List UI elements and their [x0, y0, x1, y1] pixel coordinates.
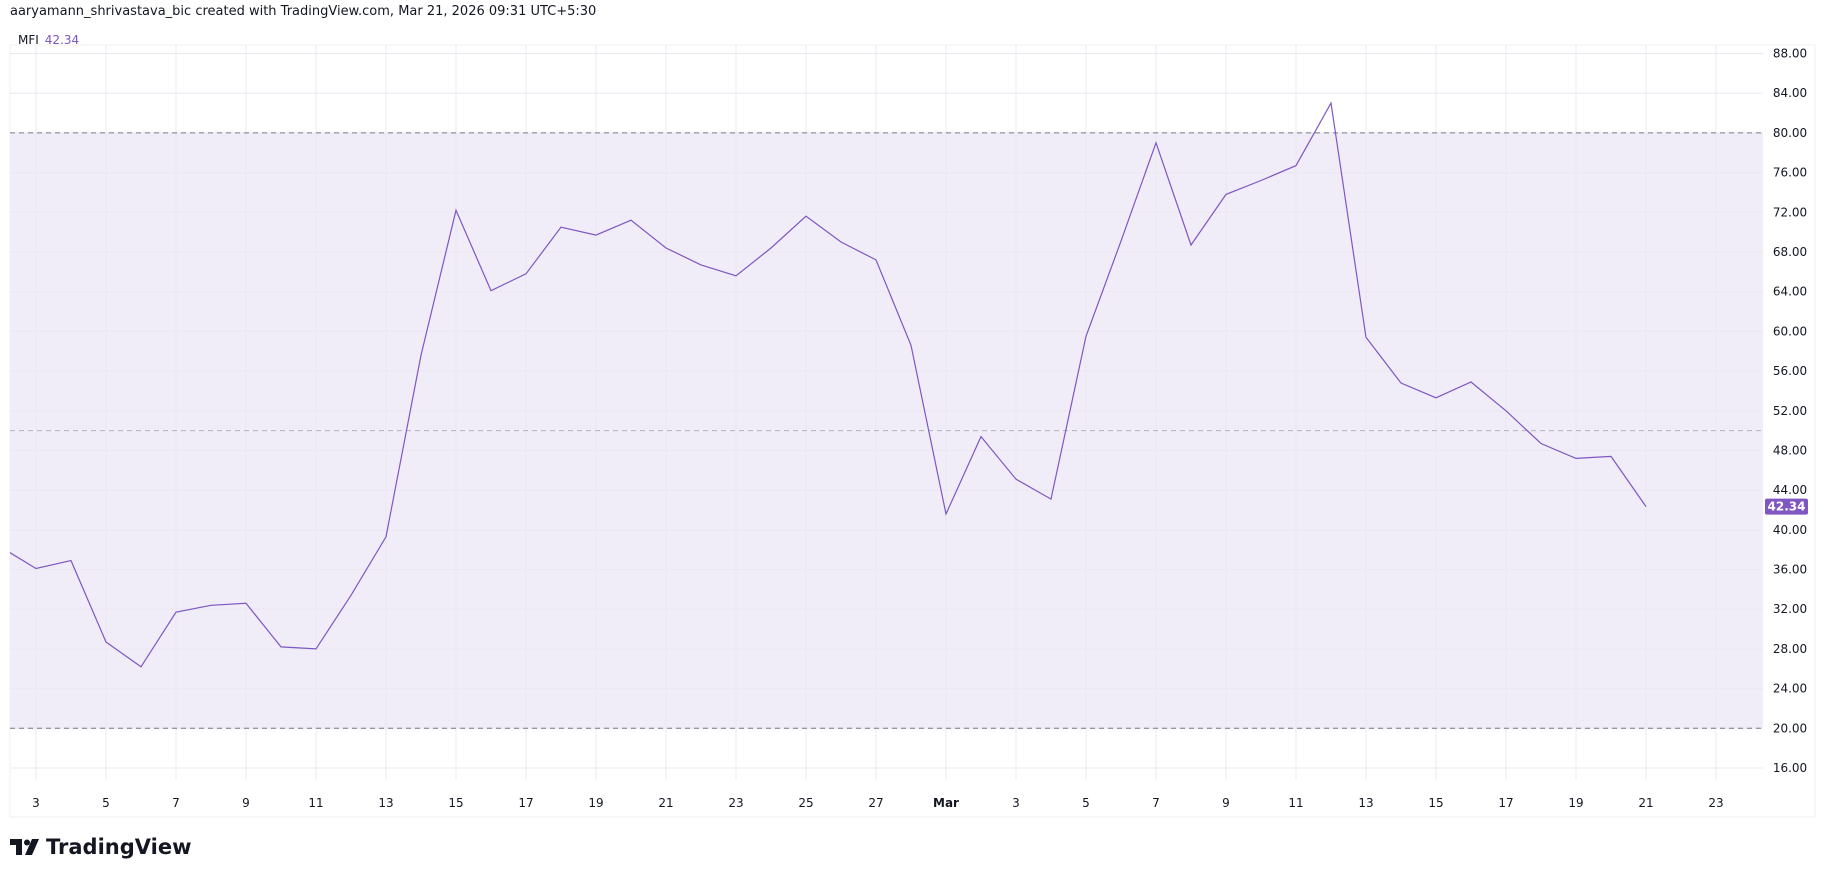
logo-text: TradingView	[46, 835, 192, 859]
x-tick-label: 13	[1358, 796, 1373, 810]
x-tick-label: 15	[448, 796, 463, 810]
x-tick-label: 3	[32, 796, 40, 810]
y-tick-label: 52.00	[1773, 404, 1807, 418]
y-tick-label: 48.00	[1773, 443, 1807, 457]
x-tick-label: 23	[1708, 796, 1723, 810]
indicator-legend[interactable]: MFI 42.34	[18, 33, 79, 47]
x-tick-label: 11	[308, 796, 323, 810]
x-tick-label: 9	[1222, 796, 1230, 810]
y-tick-label: 60.00	[1773, 324, 1807, 338]
x-tick-label: 3	[1012, 796, 1020, 810]
y-tick-label: 44.00	[1773, 483, 1807, 497]
x-tick-label: 9	[242, 796, 250, 810]
y-tick-label: 72.00	[1773, 205, 1807, 219]
y-tick-label: 76.00	[1773, 166, 1807, 180]
last-value-badge	[1765, 498, 1808, 515]
chart-attribution: aaryamann_shrivastava_bic created with T…	[10, 4, 597, 19]
x-tick-label: 5	[102, 796, 110, 810]
y-tick-label: 56.00	[1773, 364, 1807, 378]
x-tick-label: 17	[518, 796, 533, 810]
x-tick-label: 17	[1498, 796, 1513, 810]
x-tick-label: Mar	[933, 796, 959, 810]
x-tick-label: 19	[1568, 796, 1583, 810]
x-tick-label: 23	[728, 796, 743, 810]
y-tick-label: 68.00	[1773, 245, 1807, 259]
x-tick-label: 7	[172, 796, 180, 810]
y-tick-label: 28.00	[1773, 642, 1807, 656]
y-tick-label: 16.00	[1773, 761, 1807, 775]
y-tick-label: 40.00	[1773, 523, 1807, 537]
tradingview-logo-icon	[10, 839, 39, 855]
x-tick-label: 27	[868, 796, 883, 810]
x-tick-label: 7	[1152, 796, 1160, 810]
y-tick-label: 32.00	[1773, 602, 1807, 616]
x-tick-label: 15	[1428, 796, 1443, 810]
y-tick-label: 24.00	[1773, 682, 1807, 696]
tradingview-logo[interactable]: TradingView	[10, 835, 191, 859]
y-tick-label: 84.00	[1773, 86, 1807, 100]
x-tick-label: 5	[1082, 796, 1090, 810]
x-tick-label: 21	[658, 796, 673, 810]
indicator-name: MFI	[18, 33, 39, 47]
indicator-value: 42.34	[44, 33, 80, 47]
x-tick-label: 21	[1638, 796, 1653, 810]
mfi-line	[9, 101, 1647, 668]
x-tick-label: 25	[798, 796, 813, 810]
y-tick-label: 80.00	[1773, 126, 1807, 140]
y-tick-label: 20.00	[1773, 721, 1807, 735]
x-tick-label: 13	[378, 796, 393, 810]
x-tick-label: 19	[588, 796, 603, 810]
y-tick-label: 36.00	[1773, 563, 1807, 577]
y-tick-label: 64.00	[1773, 285, 1807, 299]
x-tick-label: 11	[1288, 796, 1303, 810]
y-tick-label: 88.00	[1773, 47, 1807, 61]
last-value-label: 42.34	[1768, 500, 1806, 514]
